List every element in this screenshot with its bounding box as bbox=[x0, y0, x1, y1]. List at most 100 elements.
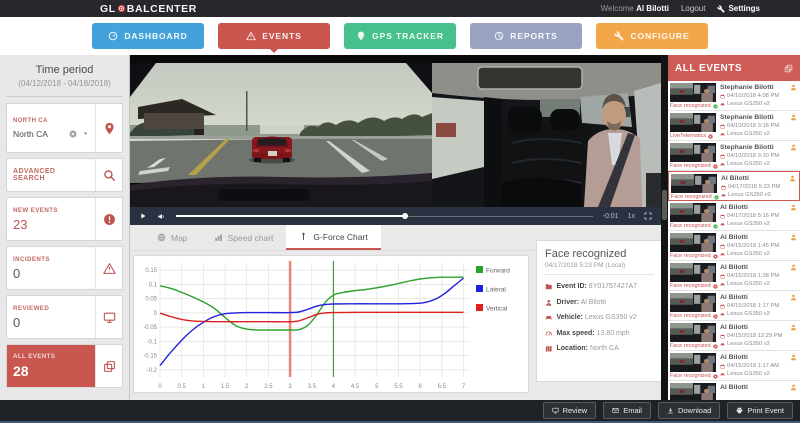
driver-person-icon bbox=[790, 144, 797, 151]
event-date: 04/10/2018 4:08 PM bbox=[720, 93, 779, 99]
video-progress-bar[interactable] bbox=[176, 213, 593, 219]
pie-chart-icon bbox=[494, 31, 504, 41]
event-list-item[interactable]: Face recognized Al Bilotti 04/15/2018 1:… bbox=[668, 291, 800, 321]
tab-speed-chart[interactable]: Speed chart bbox=[201, 225, 287, 250]
tab-gforce-chart[interactable]: G-Force Chart bbox=[286, 225, 381, 250]
monitor-icon bbox=[552, 407, 559, 414]
stack-icon[interactable] bbox=[784, 64, 793, 73]
svg-text:0.05: 0.05 bbox=[145, 297, 157, 303]
tag-status-icon bbox=[713, 194, 719, 200]
advanced-search-card[interactable]: ADVANCED SEARCH bbox=[6, 158, 123, 192]
driver-person-icon bbox=[790, 294, 797, 301]
review-button[interactable]: Review bbox=[542, 402, 597, 419]
nav-reports-button[interactable]: REPORTS bbox=[470, 23, 582, 49]
event-driver-name: Al Bilotti bbox=[720, 354, 748, 361]
event-list-item[interactable]: Face recognized Stephanie Bilotti 04/10/… bbox=[668, 81, 800, 111]
download-button[interactable]: Download bbox=[657, 402, 721, 419]
svg-text:-0.05: -0.05 bbox=[143, 325, 157, 331]
series-vertical bbox=[159, 311, 464, 323]
event-date: 04/10/2018 3:10 PM bbox=[720, 153, 779, 159]
car-icon bbox=[720, 132, 725, 137]
copy-icon bbox=[103, 360, 116, 373]
nav-dashboard-button[interactable]: DASHBOARD bbox=[92, 23, 204, 49]
location-select[interactable]: North CA bbox=[13, 129, 89, 139]
nav-events-button[interactable]: EVENTS bbox=[218, 23, 330, 53]
nav-gps-tracker-button[interactable]: GPS TRACKER bbox=[344, 23, 456, 49]
event-detail-row: Vehicle: Lexus GS350 v2 bbox=[545, 314, 654, 322]
time-period: Time period (04/12/2018 - 04/18/2018) bbox=[6, 55, 123, 97]
calendar-icon bbox=[720, 123, 725, 129]
email-button[interactable]: Email bbox=[603, 402, 651, 419]
event-tag: Face recognized bbox=[670, 283, 718, 289]
search-button[interactable] bbox=[96, 159, 122, 191]
tag-status-icon bbox=[712, 343, 718, 349]
event-list-item[interactable]: Face recognized Al Bilotti 04/15/2018 1:… bbox=[668, 261, 800, 291]
print-event-button[interactable]: Print Event bbox=[727, 402, 793, 419]
event-list-item[interactable]: Face recognized Al Bilotti 04/15/2018 1:… bbox=[668, 351, 800, 381]
counter-all-events[interactable]: ALL EVENTS 28 bbox=[6, 344, 123, 388]
logo-text-bal: BAL bbox=[126, 2, 151, 15]
wrench-icon bbox=[717, 4, 726, 13]
event-thumbnail bbox=[670, 143, 716, 162]
event-list-item[interactable]: Face recognized Al Bilotti 04/17/2018 5:… bbox=[668, 201, 800, 231]
calendar-icon bbox=[720, 153, 725, 159]
location-pin-button[interactable] bbox=[96, 104, 122, 152]
volume-button[interactable] bbox=[157, 212, 166, 221]
event-thumbnail bbox=[670, 353, 716, 372]
event-list-item[interactable]: Face recognized Al Bilotti 04/17/2018 5:… bbox=[668, 171, 800, 201]
svg-text:4: 4 bbox=[332, 384, 336, 390]
counter-new-events[interactable]: NEW EVENTS 23 bbox=[6, 197, 123, 241]
gauge-icon bbox=[108, 31, 118, 41]
nav-configure-button[interactable]: CONFIGURE bbox=[596, 23, 708, 49]
cabin-camera-view bbox=[432, 63, 661, 207]
tag-status-icon bbox=[708, 133, 713, 139]
playback-speed-button[interactable]: 1x bbox=[627, 212, 635, 220]
counter-incidents[interactable]: INCIDENTS 0 bbox=[6, 246, 123, 290]
event-detail-row: Event ID: 8Y01757427A7 bbox=[545, 283, 654, 291]
counter-reviewed[interactable]: REVIEWED 0 bbox=[6, 295, 123, 339]
event-thumbnail bbox=[670, 83, 716, 102]
chevron-down-icon[interactable] bbox=[82, 130, 89, 137]
clear-selection-icon[interactable] bbox=[69, 130, 77, 138]
warning-triangle-icon bbox=[246, 31, 257, 41]
video-scrubber[interactable] bbox=[402, 213, 409, 219]
event-vehicle: Lexus GS350 v2 bbox=[720, 101, 770, 107]
driver-person-icon bbox=[790, 234, 797, 241]
event-list-item[interactable]: Face recognized Al Bilotti 04/15/2018 1:… bbox=[668, 231, 800, 261]
tag-status-icon bbox=[712, 373, 718, 379]
event-detail-row: Max speed: 13.80 mph bbox=[545, 330, 654, 338]
event-tag: Face recognized bbox=[670, 223, 718, 229]
logout-link[interactable]: Logout bbox=[680, 4, 706, 13]
settings-link[interactable]: Settings bbox=[717, 4, 760, 13]
car-icon bbox=[720, 102, 725, 107]
event-vehicle: Lexus GS350 v2 bbox=[720, 131, 770, 137]
play-button[interactable] bbox=[139, 212, 147, 220]
event-list-item[interactable]: Face recognized Al Bilotti 04/15/2018 12… bbox=[668, 321, 800, 351]
event-driver-name: Al Bilotti bbox=[720, 294, 748, 301]
event-vehicle: Lexus GS350 v2 bbox=[720, 281, 770, 287]
svg-text:Vertical: Vertical bbox=[486, 306, 508, 313]
svg-text:7: 7 bbox=[462, 384, 466, 390]
tab-map[interactable]: Map bbox=[144, 225, 201, 250]
event-driver-name: Stephanie Bilotti bbox=[720, 114, 774, 121]
event-vehicle: Lexus GS350 v2 bbox=[720, 221, 770, 227]
filter-sidebar: Time period (04/12/2018 - 04/18/2018) NO… bbox=[0, 55, 130, 400]
events-scrollbar[interactable] bbox=[661, 55, 668, 400]
event-list-item[interactable]: Face recognized Stephanie Bilotti 04/10/… bbox=[668, 141, 800, 171]
fullscreen-icon[interactable] bbox=[644, 212, 652, 220]
car-icon bbox=[720, 312, 725, 317]
event-driver-name: Stephanie Bilotti bbox=[720, 144, 774, 151]
driver-person-icon bbox=[790, 84, 797, 91]
speedo-icon bbox=[545, 330, 553, 338]
svg-text:Lateral: Lateral bbox=[486, 287, 506, 294]
video-controls-bar: -0:01 1x bbox=[130, 207, 661, 225]
reviewed-count: 0 bbox=[13, 314, 21, 330]
event-thumbnail bbox=[670, 233, 716, 252]
events-scrollbar-thumb[interactable] bbox=[662, 190, 667, 220]
event-list-item[interactable]: Al Bilotti bbox=[668, 381, 800, 400]
printer-icon bbox=[736, 407, 743, 414]
svg-text:4.5: 4.5 bbox=[351, 384, 360, 390]
car-icon bbox=[720, 372, 725, 377]
events-panel-header: ALL EVENTS bbox=[668, 55, 800, 81]
event-list-item[interactable]: LiveTelematics Stephanie Bilotti 04/10/2… bbox=[668, 111, 800, 141]
